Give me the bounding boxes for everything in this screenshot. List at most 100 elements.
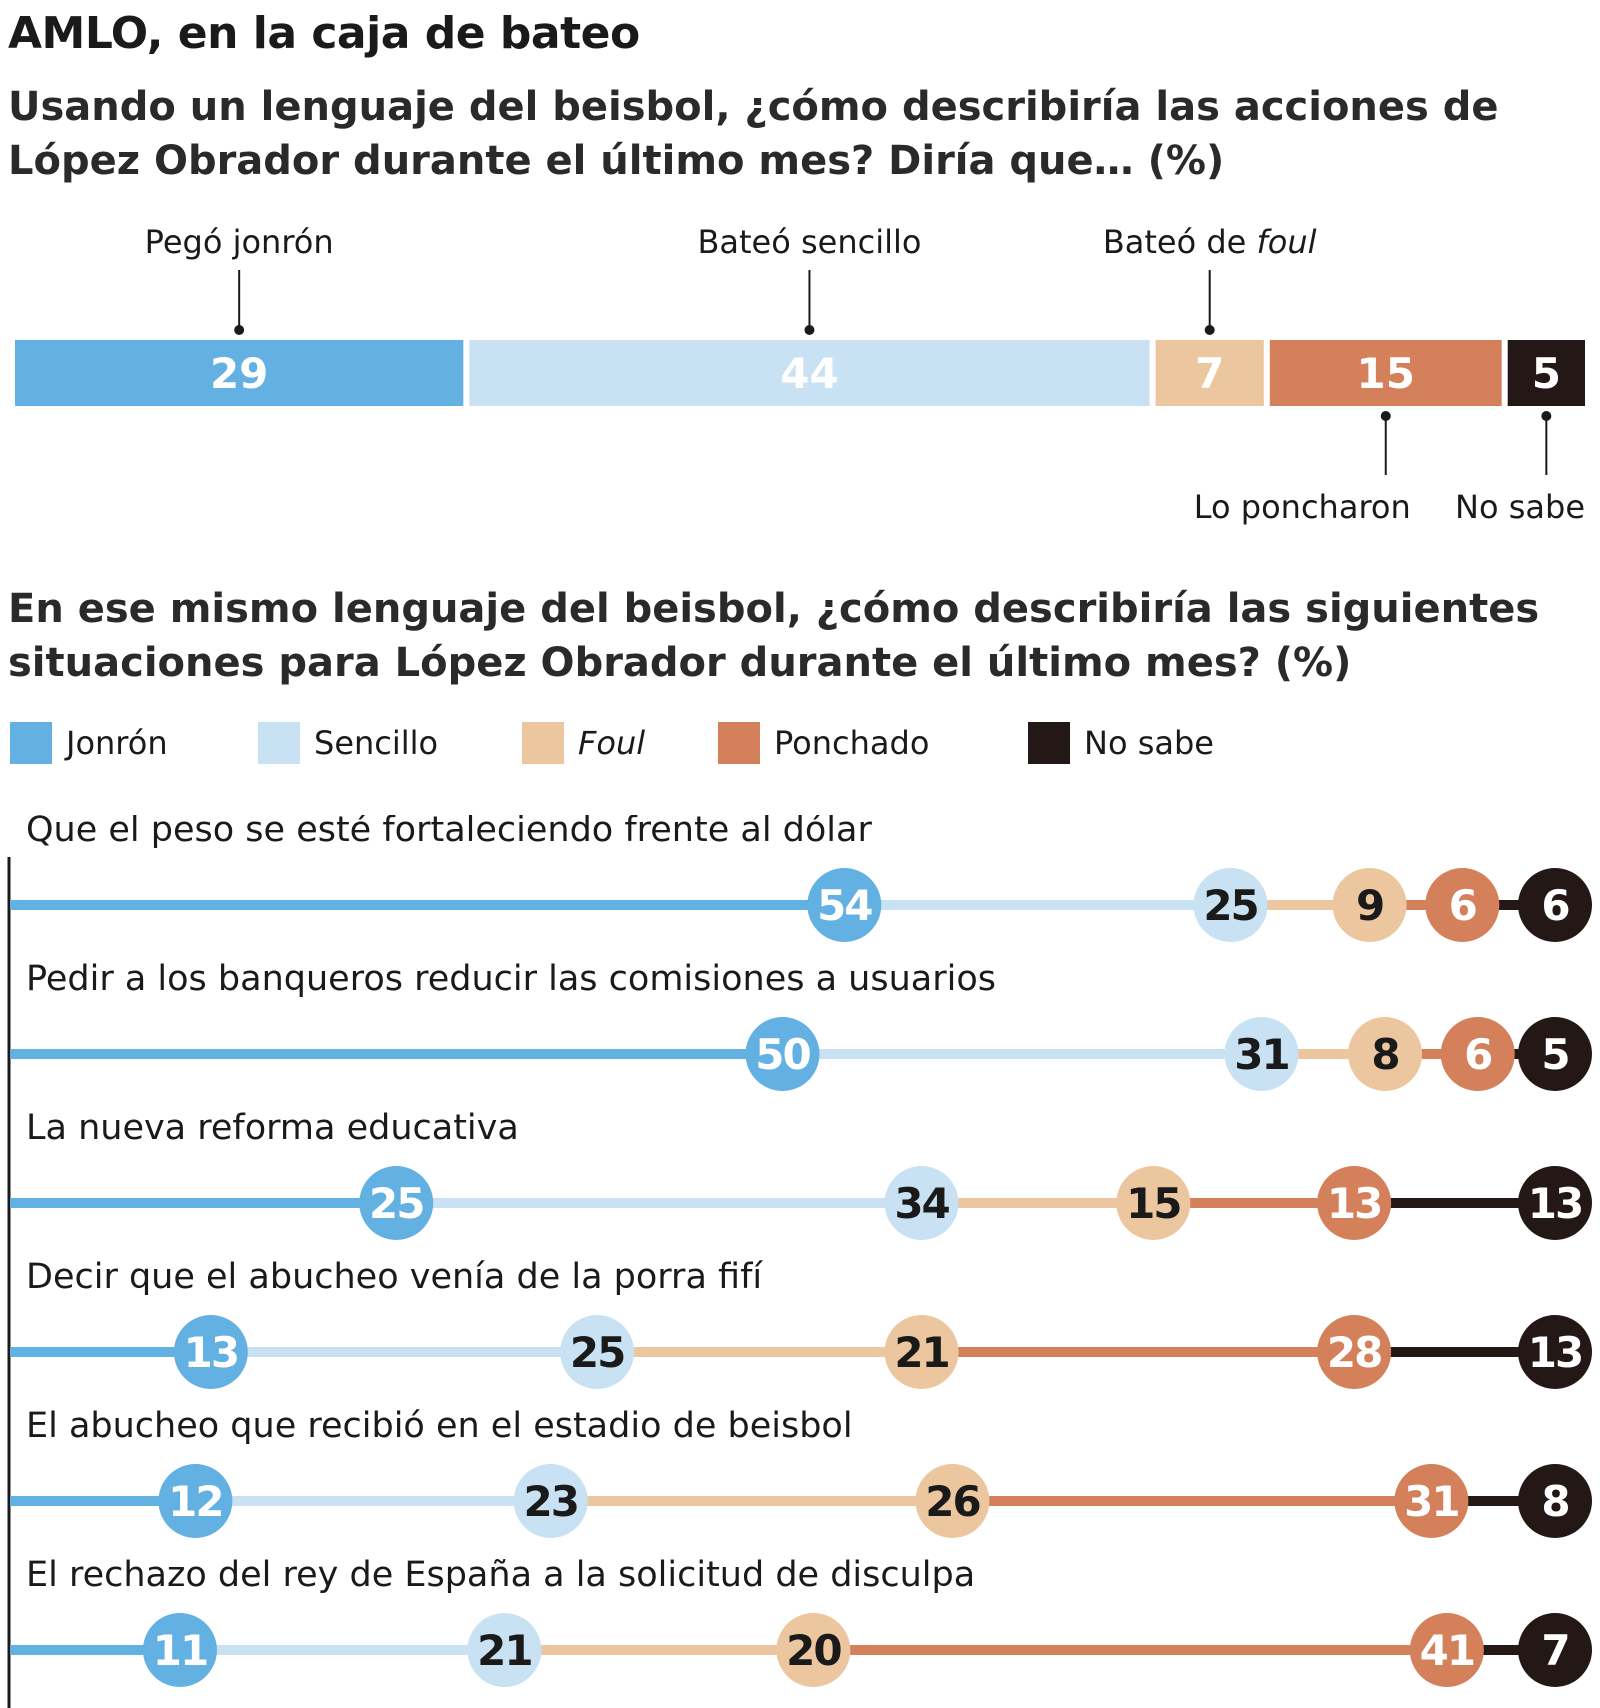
value-dot xyxy=(1224,1017,1299,1091)
category-label: Lo poncharon xyxy=(1194,488,1411,526)
value-label: 25 xyxy=(1203,881,1257,930)
value-label: 25 xyxy=(570,1328,624,1377)
value-label: 34 xyxy=(894,1179,949,1228)
legend-label: Sencillo xyxy=(314,724,438,762)
row-group: Decir que el abucheo venía de la porra f… xyxy=(10,1257,1592,1389)
category-label-part: foul xyxy=(1257,223,1317,261)
value-dot xyxy=(807,868,882,942)
value-dot xyxy=(142,1613,217,1687)
value-dot xyxy=(745,1017,820,1091)
value-label: 11 xyxy=(153,1626,207,1675)
legend-label: Foul xyxy=(578,724,645,762)
value-dot xyxy=(1394,1464,1469,1538)
value-dot xyxy=(1425,868,1500,942)
category-label: No sabe xyxy=(1455,488,1585,526)
value-label: 15 xyxy=(1126,1179,1180,1228)
legend-swatch xyxy=(258,722,300,764)
value-dot xyxy=(467,1613,542,1687)
row-label: Pedir a los banqueros reducir las comisi… xyxy=(26,959,996,999)
legend: Jonrón Sencillo Foul Ponchado No sabe xyxy=(10,722,1214,764)
stacked-bar-chart: 29 Pegó jonrón 44 Bateó sencillo 7 Bateó de f… xyxy=(15,223,1585,526)
bar-value-label: 29 xyxy=(210,349,268,398)
value-dot xyxy=(1317,1315,1392,1389)
legend-label: No sabe xyxy=(1084,724,1214,762)
row-label: La nueva reforma educativa xyxy=(26,1108,519,1148)
bar-value-label: 7 xyxy=(1195,349,1224,398)
legend-swatch xyxy=(718,722,760,764)
value-label: 20 xyxy=(786,1626,841,1675)
value-dot xyxy=(1317,1166,1392,1240)
value-dot xyxy=(1518,1017,1592,1091)
bar-segment xyxy=(469,340,1150,406)
value-dot xyxy=(158,1464,233,1538)
row-group: Que el peso se esté fortaleciendo frente… xyxy=(10,815,1592,942)
legend-label: Jonrón xyxy=(64,724,168,762)
value-label: 13 xyxy=(1327,1179,1381,1228)
value-label: 50 xyxy=(755,1030,810,1079)
value-dot xyxy=(1518,1166,1592,1240)
category-label: Bateó de foul xyxy=(1103,223,1317,261)
question-1-title: Usando un lenguaje del beisbol, ¿cómo de… xyxy=(8,84,1499,184)
value-dot xyxy=(1518,1315,1592,1389)
value-label: 6 xyxy=(1449,881,1476,930)
value-dot xyxy=(560,1315,635,1389)
row-label: Decir que el abucheo venía de la porra f… xyxy=(26,1257,763,1297)
leader-dot xyxy=(1204,325,1215,335)
question-2-title: En ese mismo lenguaje del beisbol, ¿cómo… xyxy=(8,586,1540,686)
legend-label: Ponchado xyxy=(774,724,929,762)
value-label: 31 xyxy=(1404,1477,1458,1526)
row-label: El abucheo que recibió en el estadio de … xyxy=(26,1406,853,1446)
value-label: 23 xyxy=(524,1477,578,1526)
value-label: 26 xyxy=(925,1477,979,1526)
bar-value-label: 44 xyxy=(780,349,838,398)
bar-value-label: 5 xyxy=(1532,349,1561,398)
leader-dot xyxy=(234,325,245,335)
value-label: 28 xyxy=(1327,1328,1381,1377)
bar-segment xyxy=(1155,340,1264,406)
row-group: La nueva reforma educativa 25 34 15 13 13 xyxy=(10,1108,1592,1240)
value-label: 21 xyxy=(477,1626,531,1675)
value-dot xyxy=(915,1464,990,1538)
legend-swatch xyxy=(522,722,564,764)
leader-dot xyxy=(804,325,815,335)
value-dot xyxy=(884,1315,959,1389)
value-label: 12 xyxy=(168,1477,222,1526)
dot-line-chart: Que el peso se esté fortaleciendo frente… xyxy=(7,815,1592,1708)
bar-value-label: 15 xyxy=(1357,349,1415,398)
value-dot xyxy=(1518,1613,1592,1687)
legend-swatch xyxy=(10,722,52,764)
value-dot xyxy=(1440,1017,1515,1091)
value-label: 13 xyxy=(184,1328,238,1377)
chart-title: AMLO, en la caja de bateo xyxy=(8,8,640,59)
value-label: 9 xyxy=(1356,881,1383,930)
category-label: Pegó jonrón xyxy=(145,223,334,261)
value-label: 5 xyxy=(1541,1030,1568,1079)
row-label: El rechazo del rey de España a la solici… xyxy=(26,1555,975,1595)
row-label: Que el peso se esté fortaleciendo frente… xyxy=(26,815,872,850)
value-label: 8 xyxy=(1541,1477,1568,1526)
value-label: 6 xyxy=(1541,881,1568,930)
value-label: 41 xyxy=(1420,1626,1474,1675)
value-label: 31 xyxy=(1234,1030,1288,1079)
legend-swatch xyxy=(1028,722,1070,764)
bar-segment xyxy=(1269,340,1502,406)
value-label: 21 xyxy=(894,1328,948,1377)
value-dot xyxy=(173,1315,248,1389)
row-group: Pedir a los banqueros reducir las comisi… xyxy=(10,959,1592,1091)
bar-segment xyxy=(15,340,464,406)
value-dot xyxy=(1518,1464,1592,1538)
category-label: Bateó sencillo xyxy=(697,223,921,261)
value-label: 8 xyxy=(1371,1030,1398,1079)
value-dot xyxy=(1409,1613,1484,1687)
row-group: El rechazo del rey de España a la solici… xyxy=(10,1555,1592,1687)
value-dot xyxy=(776,1613,851,1687)
category-label-part: Bateó de xyxy=(1103,223,1257,261)
value-dot xyxy=(1348,1017,1423,1091)
value-dot xyxy=(1332,868,1407,942)
value-dot xyxy=(884,1166,959,1240)
value-label: 13 xyxy=(1528,1328,1582,1377)
value-dot xyxy=(359,1166,434,1240)
value-label: 6 xyxy=(1464,1030,1491,1079)
value-dot xyxy=(513,1464,588,1538)
value-label: 13 xyxy=(1528,1179,1582,1228)
